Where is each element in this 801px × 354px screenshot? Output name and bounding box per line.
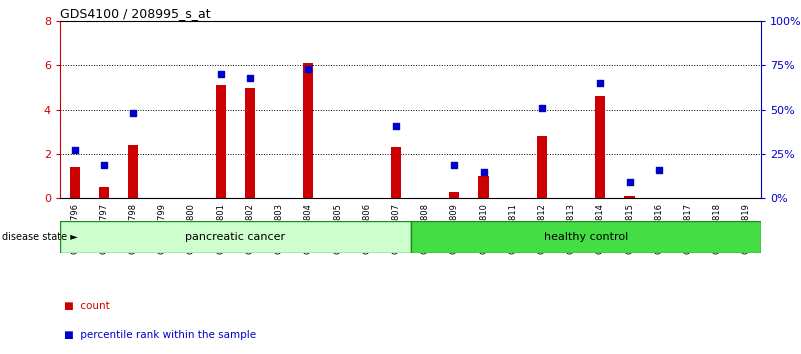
Bar <box>537 136 547 198</box>
Text: ■  count: ■ count <box>64 301 110 311</box>
Bar <box>449 192 460 198</box>
Bar <box>60 221 410 253</box>
Bar <box>70 167 80 198</box>
Point <box>448 162 461 167</box>
Point <box>68 148 81 153</box>
Point <box>652 167 665 173</box>
Bar <box>478 176 489 198</box>
Point <box>623 179 636 185</box>
Bar <box>99 187 109 198</box>
Point <box>302 66 315 72</box>
Point <box>536 105 549 111</box>
Bar <box>245 88 255 198</box>
Bar <box>304 63 313 198</box>
Point <box>244 75 256 81</box>
Text: ■  percentile rank within the sample: ■ percentile rank within the sample <box>64 330 256 339</box>
Bar <box>595 97 606 198</box>
Point <box>127 110 139 116</box>
Bar <box>410 221 761 253</box>
Bar <box>215 85 226 198</box>
Bar <box>625 196 634 198</box>
Point <box>594 80 606 86</box>
Point <box>215 72 227 77</box>
Bar <box>391 147 401 198</box>
Text: disease state ►: disease state ► <box>2 232 78 242</box>
Point <box>98 162 111 167</box>
Text: healthy control: healthy control <box>544 232 628 242</box>
Bar <box>128 145 139 198</box>
Point <box>477 169 490 175</box>
Text: GDS4100 / 208995_s_at: GDS4100 / 208995_s_at <box>60 7 211 20</box>
Text: pancreatic cancer: pancreatic cancer <box>185 232 285 242</box>
Point <box>389 123 402 129</box>
